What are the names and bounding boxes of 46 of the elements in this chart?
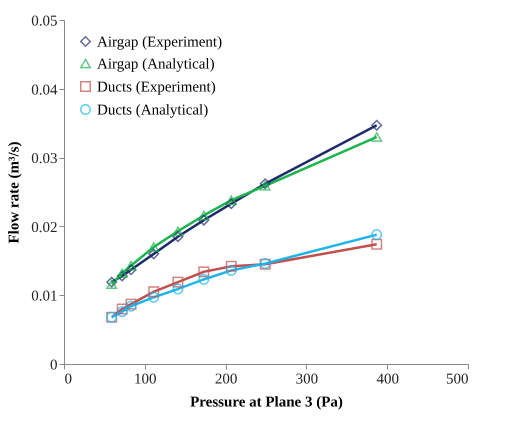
x-tick-label: 200 (214, 372, 238, 388)
legend-label: Airgap (Analytical) (97, 56, 215, 72)
point (148, 248, 160, 260)
point (116, 306, 128, 318)
legend-label: Airgap (Experiment) (97, 34, 222, 50)
point (198, 266, 210, 278)
point (116, 270, 128, 282)
point (198, 210, 210, 220)
point (116, 268, 128, 278)
y-tick-label: 0.04 (31, 82, 58, 98)
point (148, 292, 160, 303)
point (172, 284, 184, 294)
point (106, 279, 118, 290)
point (371, 132, 382, 142)
y-axis-title: Flow rate (m³/s) (6, 142, 22, 244)
y-tick-label: 0 (50, 358, 58, 374)
point (172, 231, 184, 242)
point (172, 226, 184, 236)
point (172, 276, 184, 288)
point (371, 238, 382, 250)
point (371, 120, 382, 131)
x-tick-label: 100 (134, 372, 157, 388)
point (226, 198, 237, 210)
point (226, 195, 237, 206)
x-tick-label: 0 (64, 372, 72, 388)
x-tick-label: 300 (296, 372, 318, 388)
legend-label: Ducts (Analytical) (97, 102, 208, 118)
point (148, 242, 160, 252)
point (226, 260, 237, 272)
point (371, 229, 382, 240)
point (198, 274, 210, 285)
y-tick-label: 0.03 (31, 151, 58, 168)
point (126, 264, 137, 276)
point (148, 286, 160, 298)
point (260, 180, 271, 191)
point (116, 303, 128, 314)
point (226, 264, 237, 276)
point (198, 214, 210, 226)
x-tick-label: 400 (376, 372, 399, 388)
y-tick-label: 0.02 (31, 220, 58, 236)
x-axis-title: Pressure at Plane 3 (Pa) (190, 394, 343, 410)
point (126, 260, 137, 270)
x-tick-label: 500 (446, 372, 468, 388)
legend-label: Ducts (Experiment) (97, 80, 216, 96)
y-tick-label: 0.05 (31, 14, 58, 30)
y-tick-label: 0.01 (31, 288, 58, 305)
